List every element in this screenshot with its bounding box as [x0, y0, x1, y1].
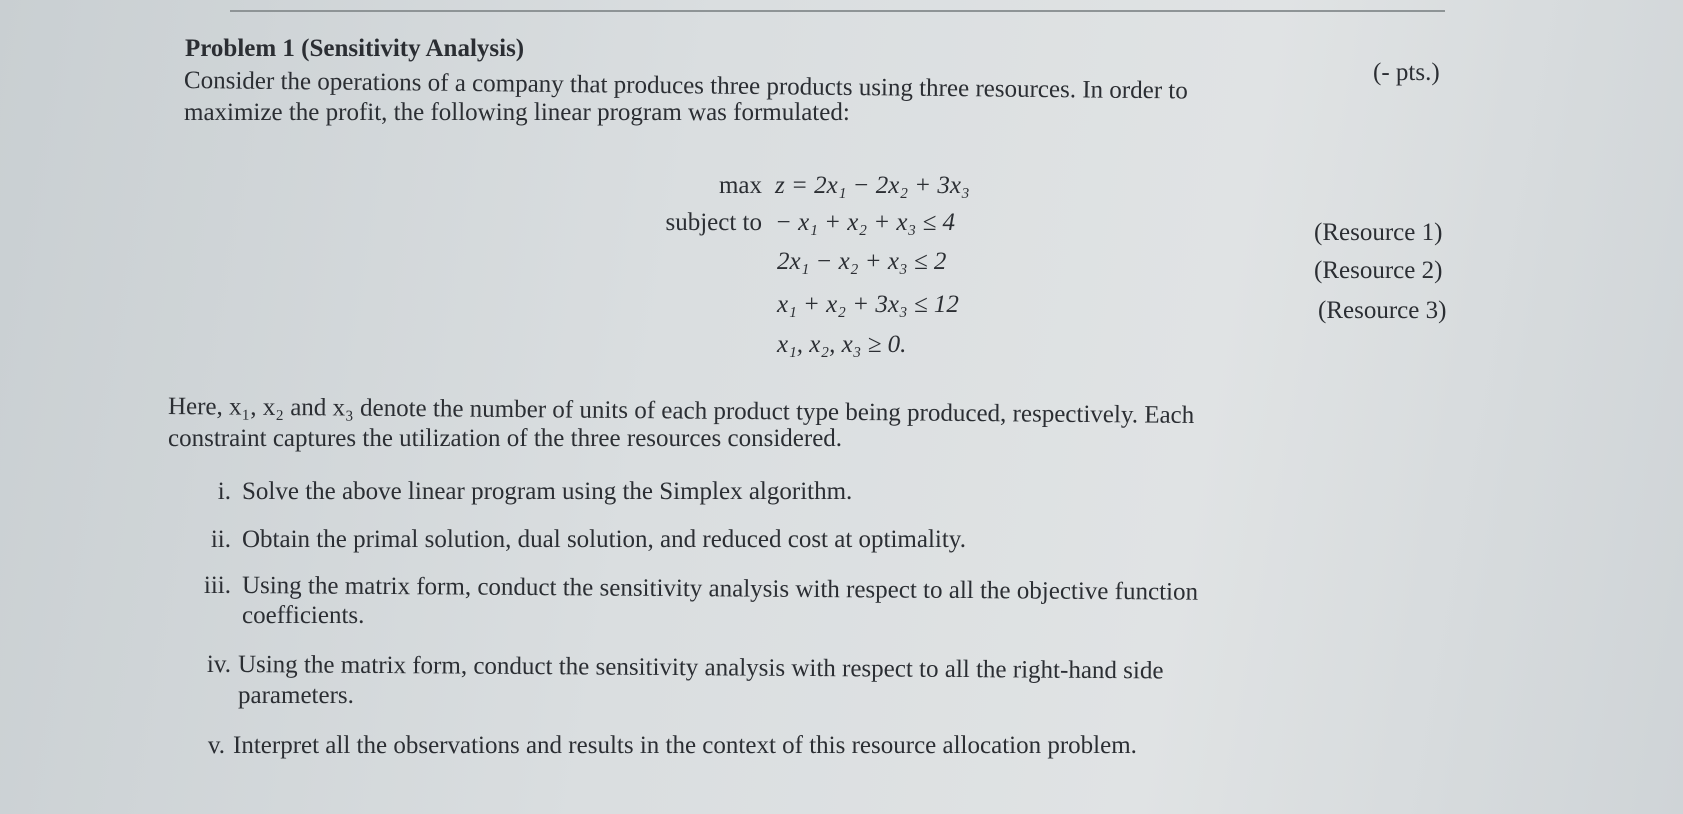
- resource-2-label: (Resource 2): [1314, 257, 1443, 284]
- task-text-continued: parameters.: [238, 682, 354, 709]
- constraint-3: x₁ + x₂ + 3x₃ ≤ 12: [777, 291, 959, 318]
- constraint-1: − x₁ + x₂ + x₃ ≤ 4: [775, 209, 955, 236]
- subject-to-label: subject to: [665, 209, 762, 236]
- task-number: iv.: [206, 651, 231, 678]
- intro-line-2: maximize the profit, the following linea…: [184, 99, 850, 126]
- points: (- pts.): [1373, 59, 1440, 86]
- task-text: Solve the above linear program using the…: [242, 478, 853, 505]
- task-text: Obtain the primal solution, dual solutio…: [242, 526, 966, 553]
- explanation-line-2: constraint captures the utilization of t…: [168, 425, 843, 452]
- task-text: Using the matrix form, conduct the sensi…: [241, 572, 1199, 606]
- resource-1-label: (Resource 1): [1314, 219, 1443, 246]
- task-number: v.: [207, 732, 225, 759]
- problem-title: Problem 1 (Sensitivity Analysis): [185, 35, 525, 62]
- task-number: iii.: [203, 572, 231, 599]
- constraint-2: 2x₁ − x₂ + x₃ ≤ 2: [777, 248, 947, 275]
- task-text-continued: coefficients.: [242, 602, 365, 629]
- task-text: Using the matrix form, conduct the sensi…: [237, 651, 1164, 685]
- nonnegativity: x₁, x₂, x₃ ≥ 0.: [777, 331, 907, 358]
- header-rule: [230, 10, 1445, 12]
- task-number: ii.: [210, 526, 231, 553]
- task-number: i.: [217, 478, 231, 505]
- resource-3-label: (Resource 3): [1318, 297, 1447, 324]
- objective-label: max: [718, 172, 762, 199]
- objective-function: z = 2x₁ − 2x₂ + 3x₃: [775, 172, 970, 199]
- task-text: Interpret all the observations and resul…: [233, 732, 1137, 759]
